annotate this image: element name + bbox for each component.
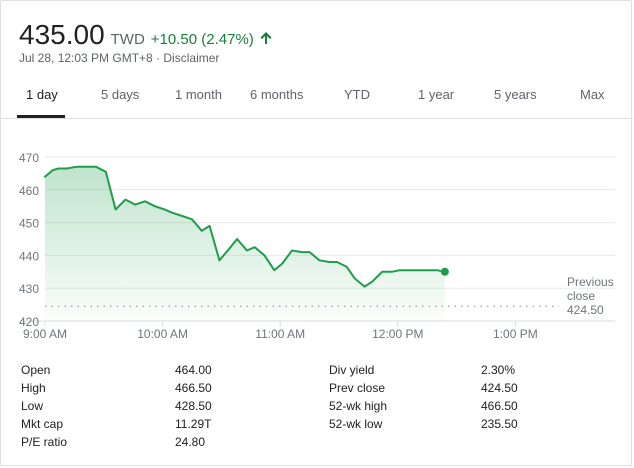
stat-value: 466.50 [175, 381, 212, 395]
arrow-up-icon [260, 32, 272, 44]
y-tick-label: 450 [19, 217, 39, 231]
x-tick-label: 12:00 PM [372, 327, 423, 341]
active-tab-indicator [17, 115, 65, 118]
previous-close-label: close [567, 289, 595, 303]
stat-label: 52-wk low [329, 417, 383, 431]
x-tick-label: 10:00 AM [137, 327, 188, 341]
stat-label: Mkt cap [21, 417, 64, 431]
tab-1-month[interactable]: 1 month [175, 87, 222, 102]
stat-label: Prev close [329, 381, 386, 395]
y-tick-label: 440 [19, 249, 39, 263]
stat-value: 11.29T [175, 417, 212, 431]
tabs-divider [1, 118, 633, 119]
tab-6-months[interactable]: 6 months [250, 87, 304, 102]
tab-1-year[interactable]: 1 year [418, 87, 455, 102]
stat-label: Low [21, 399, 44, 413]
stat-value: 464.00 [175, 363, 212, 377]
y-tick-label: 420 [19, 315, 39, 329]
tab-ytd[interactable]: YTD [344, 87, 370, 102]
tab-5-years[interactable]: 5 years [494, 87, 537, 102]
stat-label: Open [21, 363, 51, 377]
x-tick-label: 9:00 AM [23, 327, 67, 341]
quote-timestamp: Jul 28, 12:03 PM GMT+8 · Disclaimer [19, 51, 220, 65]
stat-value: 24.80 [175, 435, 206, 449]
stat-label: 52-wk high [329, 399, 388, 413]
current-price-dot [440, 267, 449, 276]
stat-value: 2.30% [481, 363, 516, 377]
stat-value: 428.50 [175, 399, 212, 413]
currency-code: TWD [110, 31, 145, 48]
y-tick-label: 430 [19, 282, 39, 296]
price-line[interactable] [44, 165, 446, 288]
tab-max[interactable]: Max [580, 87, 605, 102]
stat-value: 235.50 [481, 417, 518, 431]
price-change: +10.50 (2.47%) [150, 31, 254, 48]
range-tabs: 1 day 5 days 1 month 6 months YTD 1 year… [1, 81, 633, 119]
stat-label: P/E ratio [21, 435, 68, 449]
y-tick-label: 460 [19, 184, 39, 198]
y-tick-label: 470 [19, 151, 39, 165]
previous-close-value: 424.50 [567, 303, 604, 317]
price-area-fill [45, 166, 445, 321]
stat-label: High [21, 381, 46, 395]
stat-label: Div yield [329, 363, 375, 377]
stat-value: 424.50 [481, 381, 518, 395]
quote-header: 435.00 TWD +10.50 (2.47%) [19, 19, 273, 51]
stat-value: 466.50 [481, 399, 518, 413]
tab-5-days[interactable]: 5 days [101, 87, 140, 102]
x-tick-label: 1:00 PM [493, 327, 538, 341]
x-tick-label: 11:00 AM [255, 327, 305, 341]
previous-close-label: Previous [567, 275, 614, 289]
current-price: 435.00 [19, 19, 105, 50]
tab-1-day[interactable]: 1 day [26, 87, 58, 102]
